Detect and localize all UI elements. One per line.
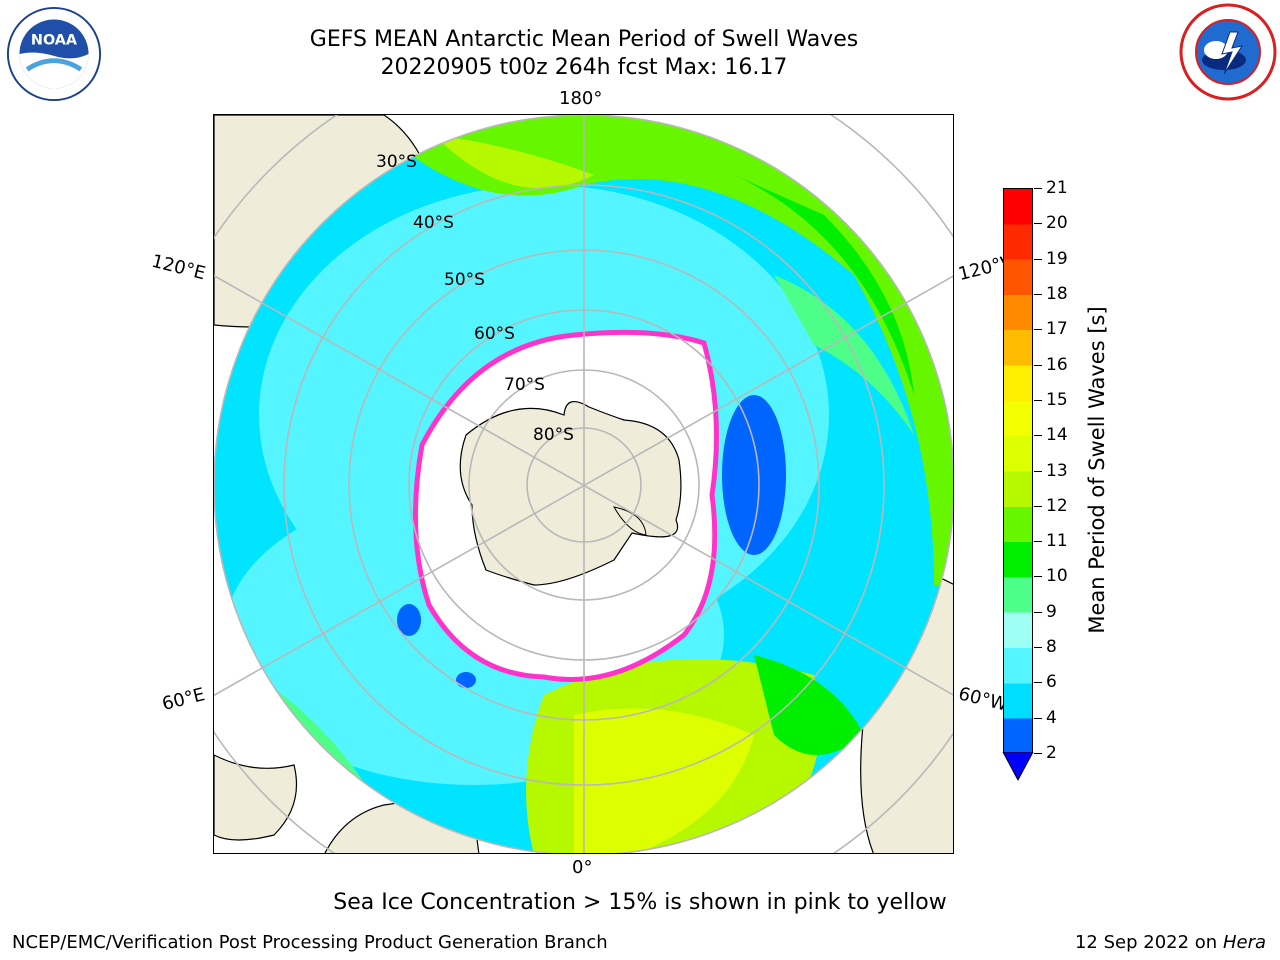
lat-label-30s: 30°S — [376, 152, 417, 172]
lon-label-0: 0° — [572, 857, 593, 878]
colorbar-tick — [1034, 365, 1042, 366]
colorbar-tick — [1034, 223, 1042, 224]
colorbar-label: Mean Period of Swell Waves [s] — [1085, 306, 1109, 634]
lon-label-60e: 60°E — [159, 684, 208, 715]
map-subtitle: 20220905 t00z 264h fcst Max: 16.17 — [380, 55, 788, 80]
colorbar-tick-label: 6 — [1046, 672, 1057, 692]
colorbar-tick-label: 16 — [1046, 355, 1068, 375]
antarctic-map — [214, 115, 953, 853]
colorbar-extend-arrow — [1002, 752, 1034, 782]
colorbar-tick-label: 9 — [1046, 602, 1057, 622]
generation-date: 12 Sep 2022 on Hera — [1075, 932, 1266, 953]
colorbar-tick — [1034, 647, 1042, 648]
date-text: 12 Sep 2022 on — [1074, 932, 1218, 953]
graticule — [214, 115, 953, 853]
colorbar-tick — [1034, 612, 1042, 613]
colorbar-tick-label: 17 — [1046, 319, 1068, 339]
map-panel — [213, 114, 954, 854]
colorbar-tick-label: 21 — [1046, 178, 1068, 198]
colorbar-tick — [1034, 188, 1042, 189]
colorbar-tick-label: 8 — [1046, 637, 1057, 657]
sea-ice-note: Sea Ice Concentration > 15% is shown in … — [333, 890, 947, 915]
producer-credit: NCEP/EMC/Verification Post Processing Pr… — [12, 932, 608, 953]
colorbar-tick — [1034, 576, 1042, 577]
nws-logo — [1179, 3, 1277, 101]
colorbar-tick — [1034, 471, 1042, 472]
system-name: Hera — [1222, 932, 1266, 953]
lat-label-80s: 80°S — [533, 425, 574, 445]
colorbar-tick-label: 10 — [1046, 566, 1068, 586]
noaa-logo: NOAA — [6, 6, 102, 102]
svg-text:NOAA: NOAA — [31, 32, 78, 48]
colorbar-tick — [1034, 541, 1042, 542]
colorbar-tick — [1034, 294, 1042, 295]
colorbar — [1003, 188, 1033, 753]
lat-label-60s: 60°S — [474, 324, 515, 344]
lon-label-60w: 60°W — [956, 683, 1010, 716]
colorbar-tick-label: 19 — [1046, 249, 1068, 269]
colorbar-tick — [1034, 506, 1042, 507]
colorbar-tick-label: 20 — [1046, 213, 1068, 233]
lat-label-50s: 50°S — [444, 270, 485, 290]
map-title: GEFS MEAN Antarctic Mean Period of Swell… — [309, 27, 859, 52]
colorbar-tick — [1034, 435, 1042, 436]
colorbar-tick-label: 11 — [1046, 531, 1068, 551]
colorbar-tick — [1034, 329, 1042, 330]
lon-label-180: 180° — [559, 88, 603, 109]
colorbar-tick-label: 13 — [1046, 461, 1068, 481]
colorbar-tick — [1034, 259, 1042, 260]
colorbar-tick — [1034, 682, 1042, 683]
colorbar-tick-label: 18 — [1046, 284, 1068, 304]
lat-label-70s: 70°S — [504, 375, 545, 395]
lon-label-120e: 120°E — [149, 250, 208, 285]
colorbar-tick-label: 15 — [1046, 390, 1068, 410]
colorbar-tick-label: 4 — [1046, 708, 1057, 728]
colorbar-tick-label: 2 — [1046, 743, 1057, 763]
colorbar-tick-label: 12 — [1046, 496, 1068, 516]
colorbar-tick — [1034, 400, 1042, 401]
colorbar-tick — [1034, 753, 1042, 754]
colorbar-tick-label: 14 — [1046, 425, 1068, 445]
colorbar-tick — [1034, 718, 1042, 719]
lat-label-40s: 40°S — [413, 213, 454, 233]
